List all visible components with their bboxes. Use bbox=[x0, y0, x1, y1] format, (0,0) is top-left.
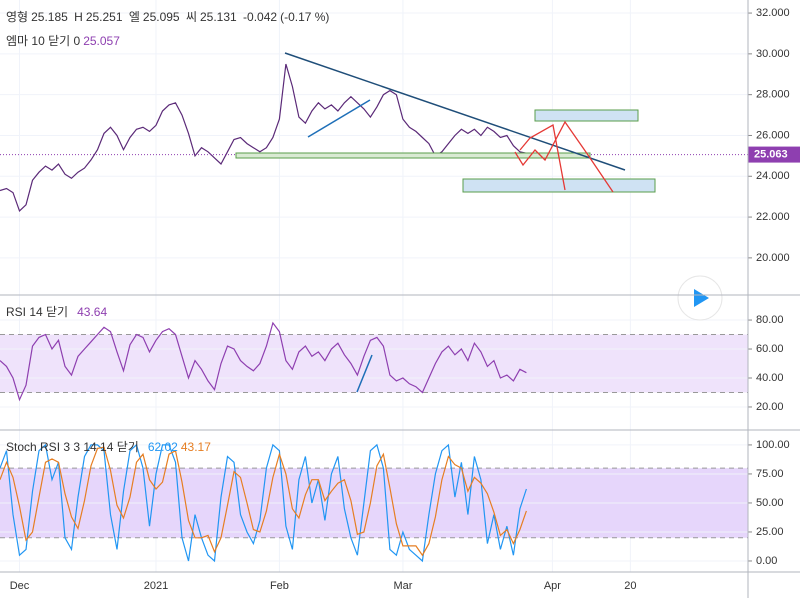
y-tick-label: 32.000 bbox=[756, 7, 790, 19]
y-tick-label: 100.00 bbox=[756, 439, 790, 451]
y-tick-label: 24.000 bbox=[756, 170, 790, 182]
series-line bbox=[0, 321, 527, 402]
label: 영형 bbox=[6, 10, 29, 24]
trend-line bbox=[284, 52, 626, 171]
ema-legend: 엠마 10 닫기 0 25.057 bbox=[6, 32, 123, 49]
series-line bbox=[0, 443, 527, 563]
y-tick-label: 50.00 bbox=[756, 497, 784, 509]
label: 엠마 10 닫기 0 bbox=[6, 34, 81, 48]
series-line bbox=[0, 63, 527, 212]
label: 엘 bbox=[128, 10, 140, 24]
band bbox=[0, 334, 748, 393]
y-tick-label: 80.00 bbox=[756, 314, 784, 326]
y-tick-label: 0.00 bbox=[756, 555, 777, 567]
x-tick-label: Mar bbox=[393, 580, 412, 592]
projection-arrow bbox=[519, 123, 566, 191]
x-tick-label: 20 bbox=[624, 580, 636, 592]
value: -0.042 bbox=[243, 10, 278, 24]
y-tick-label: 25.00 bbox=[756, 526, 784, 538]
last-price-tag bbox=[748, 146, 800, 163]
value: (-0.17 %) bbox=[280, 10, 330, 24]
x-tick-label: 2021 bbox=[144, 580, 168, 592]
x-tick-label: Apr bbox=[544, 580, 561, 592]
ohlc-legend: 영형 25.185 H 25.251 엘 25.095 씨 25.131 -0.042(… bbox=[6, 8, 332, 25]
value: 25.057 bbox=[83, 34, 120, 48]
y-tick-label: 30.000 bbox=[756, 48, 790, 60]
y-tick-label: 60.00 bbox=[756, 343, 784, 355]
y-tick-label: 22.000 bbox=[756, 211, 790, 223]
value: 25.185 bbox=[31, 10, 68, 24]
series-line bbox=[0, 446, 527, 557]
value: 43.64 bbox=[77, 305, 108, 319]
rsi-trend-line bbox=[356, 354, 373, 393]
projection-arrow bbox=[514, 120, 614, 193]
x-tick-label: Feb bbox=[270, 580, 289, 592]
y-tick-label: 20.00 bbox=[756, 401, 784, 413]
stoch-legend: Stoch RSI 3 3 14 14 닫기 62.02 43.17 bbox=[6, 438, 214, 455]
drawings bbox=[235, 52, 656, 393]
last-price-label: 25.063 bbox=[754, 148, 788, 160]
play-icon bbox=[694, 289, 709, 307]
value: 25.251 bbox=[85, 10, 123, 24]
trend-line bbox=[307, 99, 371, 138]
rsi-legend: RSI 14 닫기 43.64 bbox=[6, 303, 110, 320]
y-tick-label: 75.00 bbox=[756, 468, 784, 480]
y-tick-label: 20.000 bbox=[756, 252, 790, 264]
x-tick-label: Dec bbox=[10, 580, 30, 592]
label: Stoch RSI 3 3 14 14 닫기 bbox=[6, 440, 139, 454]
value: 62.02 bbox=[147, 440, 178, 454]
value: 25.131 bbox=[200, 10, 237, 24]
y-tick-label: 40.00 bbox=[756, 372, 784, 384]
label: H bbox=[74, 10, 83, 24]
label: 씨 bbox=[185, 10, 197, 24]
y-tick-label: 26.000 bbox=[756, 129, 790, 141]
value: 25.095 bbox=[142, 10, 180, 24]
target-box bbox=[534, 109, 639, 122]
label: RSI 14 닫기 bbox=[6, 305, 69, 319]
support-zone bbox=[235, 152, 591, 159]
y-tick-label: 28.000 bbox=[756, 89, 790, 101]
value: 43.17 bbox=[180, 440, 211, 454]
target-box bbox=[462, 178, 656, 193]
